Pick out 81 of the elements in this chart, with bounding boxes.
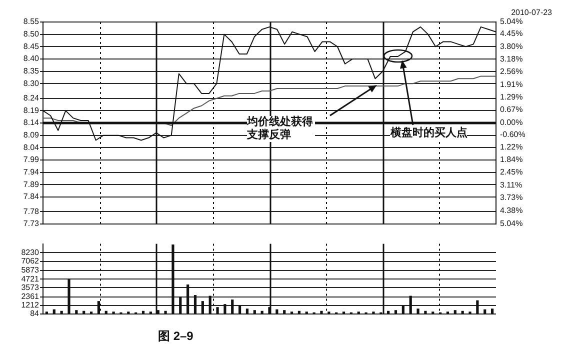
bar bbox=[260, 310, 264, 314]
caption: 图 2–9 bbox=[158, 328, 194, 345]
y-tick-label: 3573 bbox=[21, 282, 40, 292]
y-tick-label: 7.84 bbox=[23, 192, 40, 202]
bar bbox=[82, 310, 86, 314]
bar bbox=[402, 306, 404, 314]
bar bbox=[142, 310, 145, 314]
bar bbox=[246, 308, 249, 314]
y2-tick-label: 3.80% bbox=[500, 42, 523, 52]
bar bbox=[484, 309, 486, 314]
bar bbox=[231, 300, 234, 314]
bar bbox=[476, 300, 479, 314]
y-tick-label: 8.19 bbox=[23, 106, 40, 115]
y2-tick-label: 0.67% bbox=[500, 104, 523, 114]
bar bbox=[424, 310, 427, 314]
bar bbox=[490, 308, 494, 314]
bar bbox=[60, 310, 63, 314]
y-tick-label: 7.89 bbox=[23, 180, 40, 189]
bar bbox=[387, 310, 390, 314]
y-tick-label: 8.04 bbox=[23, 142, 40, 152]
y2-tick-label: 3.18% bbox=[500, 54, 523, 64]
text: 2010-07-23 bbox=[511, 8, 552, 17]
y-tick-label: 8.30 bbox=[23, 78, 40, 88]
y2-tick-label: 3.11% bbox=[500, 180, 522, 190]
y2-tick-label: 1.84% bbox=[500, 155, 523, 164]
y2-tick-label: 2.45% bbox=[500, 167, 523, 176]
y-tick-label: 8.09 bbox=[23, 130, 40, 140]
y-tick-label: 8.14 bbox=[23, 118, 40, 128]
bar bbox=[194, 295, 197, 314]
annotation: 均价线处获得支撑反弹 bbox=[246, 116, 315, 142]
bar bbox=[238, 306, 242, 314]
bar bbox=[461, 310, 464, 314]
y2-tick-label: -0.60% bbox=[500, 130, 526, 140]
y2-tick-label: 5.04% bbox=[500, 219, 523, 228]
y2-tick-label: 0.00% bbox=[500, 118, 523, 128]
bar bbox=[172, 244, 174, 314]
y-tick-label: 5873 bbox=[21, 266, 40, 275]
y2-tick-label: 2.56% bbox=[500, 66, 523, 76]
y-tick-label: 7.78 bbox=[23, 206, 40, 216]
y-tick-label: 84 bbox=[30, 309, 40, 318]
y-tick-label: 8.45 bbox=[23, 42, 40, 51]
y-tick-label: 8.55 bbox=[23, 17, 40, 26]
y-tick-label: 8.24 bbox=[23, 94, 40, 103]
y2-tick-label: 3.73% bbox=[500, 192, 523, 202]
y-tick-label: 8.40 bbox=[23, 54, 40, 64]
y2-tick-label: 1.91% bbox=[500, 80, 523, 89]
y2-tick-label: 5.04% bbox=[500, 17, 523, 26]
annotation: 横盘时的买人点 bbox=[390, 126, 468, 140]
bar bbox=[164, 310, 167, 314]
bar bbox=[320, 310, 323, 314]
y2-tick-label: 1.29% bbox=[500, 92, 523, 102]
y-tick-label: 2361 bbox=[21, 292, 40, 302]
bar bbox=[253, 310, 256, 314]
bar bbox=[283, 310, 286, 314]
y-tick-label: 7062 bbox=[21, 256, 40, 266]
bar bbox=[68, 279, 70, 314]
y-tick-label: 7.99 bbox=[23, 155, 40, 164]
bar bbox=[298, 310, 301, 314]
bar bbox=[224, 304, 226, 314]
bar bbox=[75, 310, 78, 314]
bar bbox=[52, 309, 56, 314]
y-tick-label: 8.35 bbox=[23, 66, 40, 76]
bar bbox=[201, 301, 204, 314]
y-tick-label: 8.50 bbox=[23, 30, 40, 39]
y2-tick-label: 4.45% bbox=[500, 29, 523, 38]
y2-tick-label: 1.22% bbox=[500, 142, 523, 152]
y-tick-label: 8230 bbox=[21, 248, 40, 257]
bar bbox=[409, 296, 412, 314]
y-tick-label: 1212 bbox=[21, 300, 40, 310]
y-tick-label: 4721 bbox=[21, 274, 40, 284]
bar bbox=[416, 308, 420, 314]
bar bbox=[394, 310, 398, 314]
bar bbox=[454, 310, 456, 314]
bar bbox=[186, 284, 190, 314]
bar bbox=[179, 296, 182, 314]
y-tick-label: 7.94 bbox=[23, 167, 40, 176]
bar bbox=[216, 307, 219, 314]
y-tick-label: 7.73 bbox=[23, 219, 40, 228]
bar bbox=[276, 309, 278, 314]
bar bbox=[104, 310, 108, 314]
y2-tick-label: 4.38% bbox=[500, 206, 523, 215]
